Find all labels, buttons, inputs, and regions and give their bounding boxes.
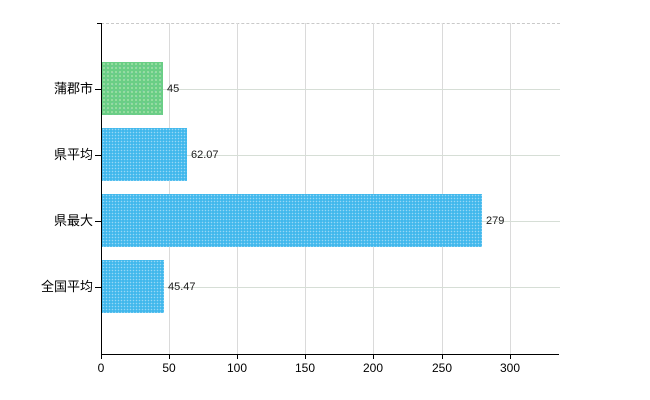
x-tick-label: 50 [162,361,176,375]
category-label: 全国平均 [40,279,93,294]
plot-top-border [101,23,560,24]
bar [102,194,482,247]
bar [102,128,187,181]
gridline-vertical [237,23,238,354]
gridline-horizontal [101,89,560,90]
y-axis-tick [95,287,101,288]
y-axis-tick [95,221,101,222]
gridline-horizontal [101,155,560,156]
y-axis-line [101,23,102,354]
y-axis-tick [95,89,101,90]
y-axis-tick [95,155,101,156]
x-tick-label: 300 [499,361,521,375]
category-label: 県平均 [53,147,93,162]
category-label: 県最大 [53,213,93,228]
x-axis-tick [169,355,170,359]
x-tick-label: 150 [294,361,316,375]
bar-value-label: 45.47 [168,281,196,293]
x-tick-label: 200 [362,361,384,375]
x-tick-label: 0 [97,361,105,375]
gridline-vertical [510,23,511,354]
gridline-vertical [373,23,374,354]
x-axis-tick [305,355,306,359]
x-axis-line [101,354,559,355]
category-label: 蒲郡市 [53,81,93,96]
x-axis-tick [101,355,102,359]
bar-value-label: 279 [486,215,505,227]
x-axis-tick [237,355,238,359]
bar [102,260,164,313]
x-axis-tick [510,355,511,359]
bar-value-label: 45 [167,83,180,95]
bar-value-label: 62.07 [191,149,219,161]
x-tick-label: 250 [431,361,453,375]
gridline-vertical [305,23,306,354]
x-tick-label: 100 [226,361,248,375]
gridline-vertical [169,23,170,354]
x-axis-tick [442,355,443,359]
bar [102,62,163,115]
gridline-vertical [442,23,443,354]
gridline-horizontal [101,287,560,288]
y-axis-top-tick [97,23,101,24]
x-axis-tick [373,355,374,359]
